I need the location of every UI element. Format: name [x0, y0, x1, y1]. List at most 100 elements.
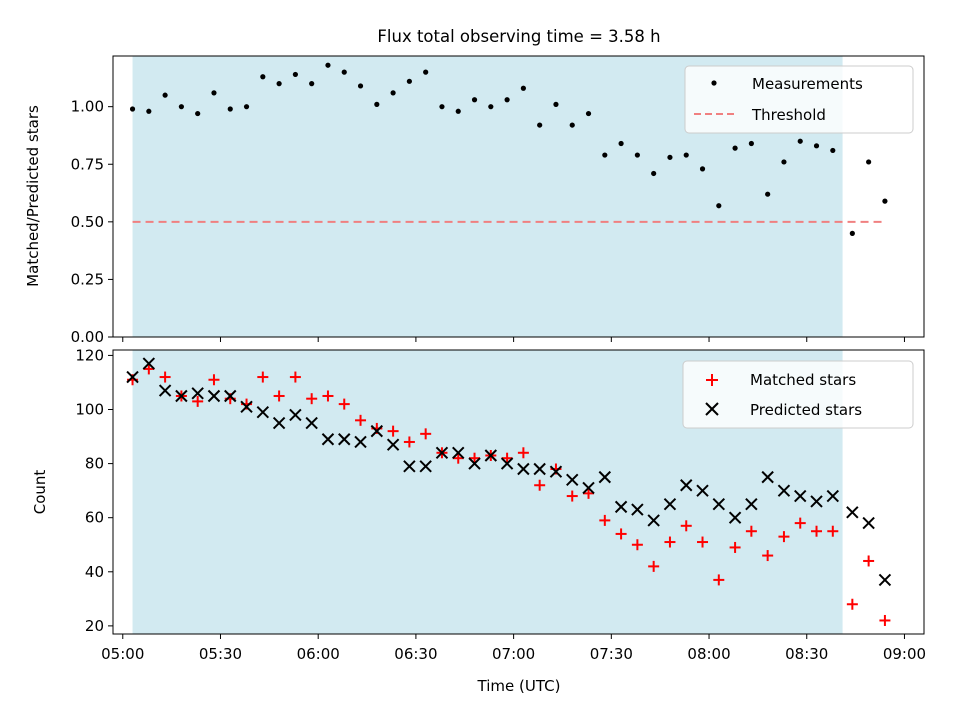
- matched-star-point: [794, 517, 806, 529]
- predicted-star-point: [126, 370, 139, 384]
- y-tick-label: 0.50: [71, 213, 104, 231]
- measurement-point: [309, 81, 315, 87]
- predicted-star-point: [272, 416, 286, 430]
- matched-star-point: [680, 520, 692, 532]
- predicted-star-point: [452, 446, 465, 459]
- x-tick-label: 08:00: [687, 645, 730, 663]
- matched-star-point: [469, 452, 481, 464]
- measurement-point: [667, 154, 673, 160]
- legend-box: [684, 65, 914, 134]
- measurements-legend-marker: [711, 80, 717, 86]
- predicted-star-point: [256, 406, 270, 419]
- matched-star-point: [192, 395, 204, 407]
- matched-star-point: [664, 536, 676, 548]
- matched-star-point: [420, 428, 432, 440]
- matched-star-point: [729, 541, 741, 553]
- legend-label-predicted: Predicted stars: [750, 401, 862, 419]
- x-axis-ticks: 05:00 05:30 06:00 06:30 07:00 07:30 08:00 08:30…: [101, 634, 926, 663]
- predicted-star-point: [696, 484, 709, 497]
- predicted-star-point: [631, 503, 644, 516]
- y-tick-label: 120: [75, 346, 104, 364]
- predicted-star-point: [321, 433, 335, 446]
- measurement-point: [813, 143, 820, 149]
- matched-star-point: [713, 574, 725, 586]
- measurement-point: [341, 69, 347, 75]
- star-count-panel: 20 40 60 80 100 120 05:00 05:30 06:00 06:30 07:00…: [31, 346, 926, 695]
- matched-star-point: [811, 525, 823, 537]
- predicted-star-point: [175, 389, 188, 403]
- matched-star-point: [452, 452, 464, 464]
- legend: Matched stars Predicted stars: [682, 360, 914, 429]
- matched-star-point: [257, 371, 269, 383]
- measurement-point: [423, 69, 429, 75]
- y-tick-label: 1.00: [71, 98, 104, 116]
- measurement-point: [699, 166, 706, 172]
- plot-frame: [112, 349, 925, 635]
- x-tick-label: 05:30: [199, 645, 242, 663]
- predicted-star-point: [777, 484, 791, 497]
- measurement-point: [504, 97, 510, 103]
- measurement-point: [195, 110, 201, 117]
- measurement-point: [455, 108, 461, 114]
- measurement-point: [162, 92, 168, 98]
- matched-star-point: [289, 371, 301, 383]
- predicted-star-point: [517, 462, 530, 476]
- plot-marks: [129, 62, 888, 236]
- predicted-star-point: [794, 489, 807, 503]
- predicted-star-point: [191, 387, 204, 400]
- predicted-star-point: [240, 400, 253, 414]
- measurement-point: [716, 203, 722, 209]
- y-tick-label: 0.25: [71, 270, 104, 288]
- matched-star-point: [403, 436, 415, 448]
- plot-frame: [112, 55, 925, 338]
- matched-star-point: [599, 514, 611, 526]
- matched-star-point: [159, 371, 171, 383]
- x-tick-label: 08:30: [785, 645, 828, 663]
- measurement-point: [781, 159, 787, 165]
- predicted-star-point: [810, 495, 823, 508]
- y-axis-ticks: 0.00 0.25 0.50 0.75 1.00: [71, 98, 113, 346]
- predicted-star-point: [484, 449, 498, 462]
- measurement-point: [553, 101, 559, 107]
- matched-star-point: [615, 528, 627, 540]
- matched-star-point: [697, 536, 709, 548]
- predicted-star-point: [761, 470, 774, 484]
- x-tick-label: 07:00: [492, 645, 535, 663]
- matched-star-point: [631, 539, 643, 551]
- matched-star-point: [879, 614, 891, 626]
- measurement-point: [325, 62, 331, 68]
- matched-star-point: [338, 398, 350, 410]
- legend: Measurements Threshold: [684, 65, 914, 134]
- legend-label-matched: Matched stars: [750, 371, 856, 389]
- matched-star-point: [846, 598, 858, 610]
- measurement-point: [585, 110, 592, 117]
- y-tick-label: 100: [75, 401, 104, 419]
- x-tick-label: 09:00: [883, 645, 926, 663]
- measurement-point: [488, 104, 494, 110]
- predicted-star-point: [582, 481, 595, 495]
- matched-star-point: [534, 479, 546, 491]
- measurement-point: [439, 104, 445, 110]
- matched-star-point: [273, 390, 285, 402]
- plot-marks: [126, 357, 892, 626]
- matched-star-point: [355, 414, 367, 426]
- matched-star-point: [827, 525, 839, 537]
- measurement-point: [129, 106, 136, 112]
- measurement-point: [243, 104, 250, 110]
- matched-star-point: [566, 490, 578, 502]
- predicted-star-point: [680, 479, 693, 492]
- measurement-point: [211, 90, 217, 96]
- matched-star-point: [583, 487, 595, 499]
- measurement-point: [732, 145, 738, 151]
- y-axis-label: Count: [31, 470, 49, 515]
- legend-label-measurements: Measurements: [752, 75, 863, 93]
- predicted-star-point: [207, 389, 221, 403]
- predicted-star-point: [862, 516, 875, 530]
- measurement-point: [276, 81, 282, 87]
- predicted-star-point: [403, 460, 416, 473]
- matched-star-point: [208, 374, 220, 386]
- matched-star-point: [501, 452, 513, 464]
- predicted-star-point: [846, 506, 859, 519]
- predicted-star-point: [354, 435, 367, 449]
- matched-star-point: [322, 390, 334, 402]
